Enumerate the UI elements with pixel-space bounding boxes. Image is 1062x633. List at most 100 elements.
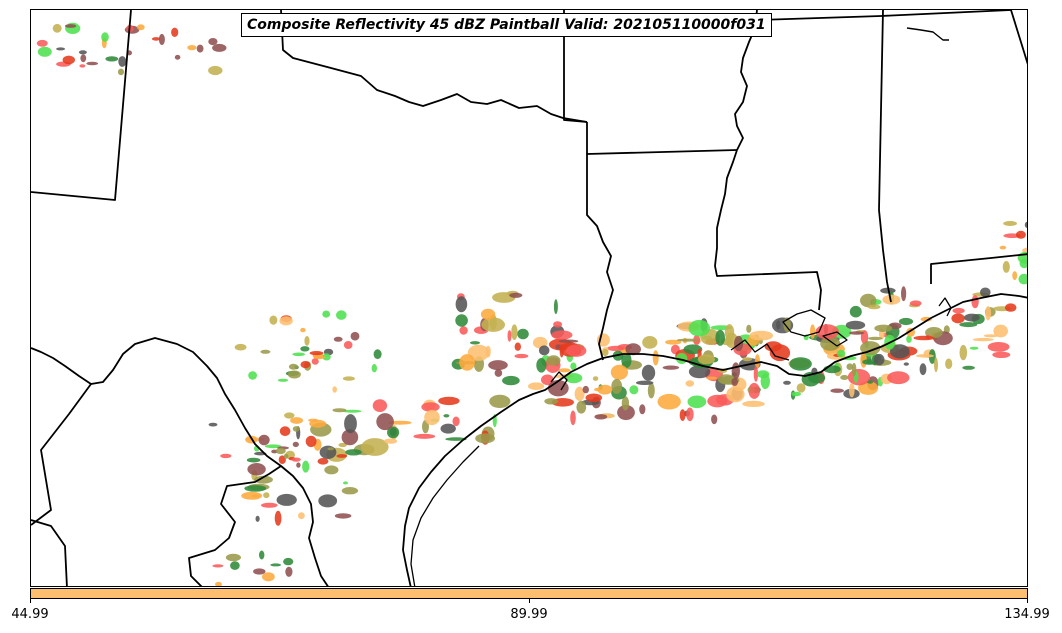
reflectivity-blob <box>208 422 218 427</box>
map-title: Composite Reflectivity 45 dBZ Paintball … <box>241 13 772 37</box>
reflectivity-blob <box>707 394 728 408</box>
reflectivity-blob <box>313 355 326 360</box>
reflectivity-blob <box>475 433 495 444</box>
mobile-bay <box>938 297 952 317</box>
reflectivity-blob <box>345 449 362 456</box>
reflectivity-blob <box>748 382 760 399</box>
reflectivity-blob <box>847 369 871 386</box>
reflectivity-blob <box>300 361 311 369</box>
reflectivity-blob <box>791 391 801 397</box>
reflectivity-blob <box>333 336 343 342</box>
reflectivity-blob <box>1018 273 1027 285</box>
reflectivity-blob <box>318 494 338 508</box>
reflectivity-blob <box>424 409 440 426</box>
reflectivity-blob <box>343 409 362 413</box>
reflectivity-blob <box>882 294 901 305</box>
reflectivity-blob <box>601 348 609 357</box>
reflectivity-blob <box>1026 268 1027 272</box>
reflectivity-blob <box>724 324 735 341</box>
reflectivity-blob <box>1015 230 1026 239</box>
reflectivity-blob <box>576 400 587 414</box>
state-border-mississippi-river <box>734 10 758 151</box>
reflectivity-blob <box>269 315 278 325</box>
reflectivity-blob <box>327 447 335 451</box>
gulf-coastline <box>402 293 1027 586</box>
colorbar <box>30 588 1028 599</box>
reflectivity-blob <box>789 357 812 371</box>
reflectivity-blob <box>261 502 278 508</box>
reflectivity-blob <box>962 365 975 370</box>
reflectivity-blob <box>715 329 725 346</box>
reflectivity-blob <box>528 382 545 391</box>
reflectivity-blob <box>915 354 934 358</box>
reflectivity-blob <box>726 386 745 403</box>
reflectivity-blob <box>951 313 965 324</box>
reflectivity-blob <box>270 563 282 567</box>
reflectivity-blob <box>544 398 559 405</box>
reflectivity-blob <box>208 38 218 46</box>
reflectivity-blob <box>783 380 791 385</box>
reflectivity-blob <box>52 23 62 33</box>
reflectivity-blob <box>445 437 467 441</box>
reflectivity-blob <box>101 32 109 42</box>
reflectivity-blob <box>585 393 603 403</box>
reflectivity-blob <box>79 64 86 68</box>
mexico-state-line-coahuila <box>188 465 282 586</box>
reflectivity-blob <box>311 358 319 365</box>
reflectivity-blob <box>283 453 289 459</box>
galveston-bay <box>550 371 568 391</box>
reflectivity-blob <box>452 416 460 427</box>
reflectivity-blob <box>338 442 348 448</box>
reflectivity-blob <box>867 336 883 341</box>
reflectivity-blob <box>485 345 491 358</box>
reflectivity-blob <box>251 494 261 498</box>
reflectivity-blob <box>455 296 468 313</box>
reflectivity-blob <box>582 385 589 394</box>
reflectivity-blob <box>849 305 862 318</box>
reflectivity-blob <box>686 407 694 422</box>
state-border-nm-tx-panhandle <box>31 10 132 201</box>
reflectivity-blob <box>617 404 635 421</box>
reflectivity-blob <box>687 395 707 409</box>
reflectivity-blob <box>174 54 181 60</box>
state-border-la-ms-south <box>714 149 822 311</box>
reflectivity-blob <box>481 317 506 332</box>
reflectivity-blob <box>254 475 273 484</box>
reflectivity-blob <box>860 293 877 308</box>
reflectivity-blob <box>647 382 655 399</box>
reflectivity-blob <box>494 369 503 377</box>
barrier-island-south-tx <box>410 445 480 586</box>
reflectivity-blob <box>890 344 910 359</box>
reflectivity-blob <box>80 54 87 63</box>
reflectivity-blob <box>983 334 999 338</box>
reflectivity-blob <box>867 380 873 384</box>
reflectivity-blob <box>1019 258 1027 269</box>
reflectivity-blob <box>285 566 293 577</box>
reflectivity-blob <box>874 324 893 332</box>
reflectivity-blob <box>244 485 267 492</box>
reflectivity-blob <box>341 429 359 446</box>
reflectivity-blob <box>343 481 348 485</box>
mississippi-delta <box>782 309 826 337</box>
reflectivity-blob <box>808 372 826 384</box>
reflectivity-blob <box>279 316 293 326</box>
reflectivity-blob <box>277 378 289 382</box>
reflectivity-blob <box>117 68 125 76</box>
reflectivity-blob <box>836 349 846 358</box>
reflectivity-blob <box>247 463 266 476</box>
reflectivity-blob <box>322 310 331 318</box>
reflectivity-blob <box>845 320 866 330</box>
reflectivity-blob <box>830 388 844 393</box>
reflectivity-blob <box>421 402 440 412</box>
state-border-ok-ar <box>563 10 588 123</box>
reflectivity-blob <box>873 353 885 366</box>
reflectivity-blob <box>443 414 450 418</box>
reflectivity-blob <box>972 337 994 342</box>
reflectivity-blob <box>274 510 282 526</box>
reflectivity-blob <box>635 380 654 385</box>
reflectivity-blob <box>469 341 481 345</box>
reflectivity-blob <box>413 433 436 439</box>
map-canvas <box>31 10 1027 586</box>
reflectivity-blob <box>151 37 161 41</box>
